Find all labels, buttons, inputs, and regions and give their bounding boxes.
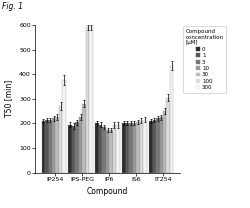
Bar	[149, 121, 152, 173]
Bar	[116, 125, 120, 173]
Bar	[166, 98, 170, 173]
Bar	[122, 123, 126, 173]
Bar	[56, 117, 59, 173]
Bar	[113, 125, 116, 173]
Bar	[52, 119, 56, 173]
Bar	[140, 121, 143, 173]
Bar	[95, 123, 99, 173]
Bar	[42, 121, 45, 173]
Bar	[59, 106, 62, 173]
Bar	[129, 123, 133, 173]
Bar	[163, 111, 166, 173]
Text: Fig. 1: Fig. 1	[2, 2, 24, 11]
Bar	[160, 117, 163, 173]
Bar	[62, 80, 66, 173]
Y-axis label: T50 [min]: T50 [min]	[4, 80, 14, 118]
Bar	[143, 120, 146, 173]
X-axis label: Compound: Compound	[87, 187, 128, 196]
Bar	[86, 27, 89, 173]
Legend: 0, 1, 3, 10, 30, 100, 300: 0, 1, 3, 10, 30, 100, 300	[182, 26, 226, 93]
Bar	[170, 66, 173, 173]
Bar	[106, 130, 109, 173]
Bar	[76, 122, 79, 173]
Bar	[68, 125, 72, 173]
Bar	[45, 120, 48, 173]
Bar	[48, 120, 52, 173]
Bar	[99, 125, 102, 173]
Bar	[133, 123, 136, 173]
Bar	[136, 122, 140, 173]
Bar	[109, 130, 113, 173]
Bar	[156, 119, 160, 173]
Bar	[102, 127, 106, 173]
Bar	[152, 120, 156, 173]
Bar	[126, 123, 129, 173]
Bar	[79, 117, 82, 173]
Bar	[89, 27, 93, 173]
Bar	[72, 126, 76, 173]
Bar	[82, 104, 86, 173]
